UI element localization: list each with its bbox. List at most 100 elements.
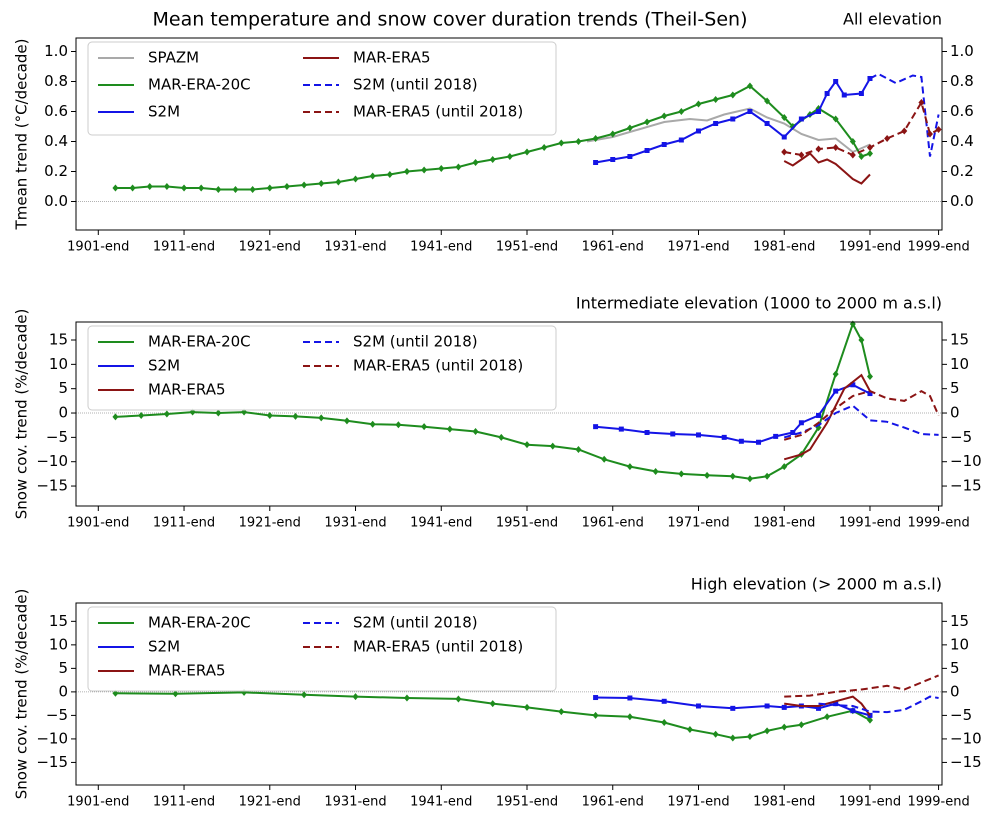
data-point	[163, 410, 170, 418]
data-point	[172, 690, 179, 698]
panel-title: Intermediate elevation (1000 to 2000 m a…	[576, 294, 942, 313]
legend-label: S2M	[148, 103, 180, 121]
data-point	[198, 184, 205, 192]
data-point	[601, 455, 608, 463]
data-point	[146, 183, 153, 190]
data-point	[695, 100, 702, 108]
data-point	[704, 471, 711, 479]
x-tick-label: 1911-end	[153, 516, 215, 531]
data-point	[627, 695, 633, 701]
data-point	[181, 184, 188, 192]
data-point	[729, 472, 736, 480]
x-tick-label: 1941-end	[410, 240, 472, 255]
data-point	[781, 704, 787, 710]
y-tick-label: 0.6	[44, 102, 68, 120]
data-point	[918, 99, 925, 106]
x-tick-label: 1921-end	[239, 516, 301, 531]
data-point	[369, 420, 376, 428]
panel-title: All elevation	[843, 10, 942, 29]
y-axis-label: Snow cov. trend (%/decade)	[13, 589, 31, 800]
data-point	[644, 148, 650, 153]
y-tick-label: 15	[49, 612, 68, 630]
data-point	[747, 109, 753, 114]
data-point	[163, 183, 170, 190]
y-tick-label-right: 0.2	[950, 162, 974, 180]
data-point	[318, 180, 325, 187]
y-tick-label-right: 15	[950, 331, 969, 349]
x-tick-label: 1999-end	[907, 516, 969, 531]
data-point	[781, 114, 788, 121]
y-tick-label-right: −15	[950, 753, 982, 771]
y-tick-label-right: 0	[950, 682, 960, 700]
y-tick-label-right: −10	[950, 452, 982, 470]
x-tick-label: 1951-end	[496, 516, 558, 531]
legend-label: MAR-ERA5	[353, 49, 431, 67]
data-point	[926, 130, 933, 138]
series-line	[586, 107, 871, 154]
x-tick-label: 1971-end	[667, 240, 729, 255]
y-tick-label-right: 0.0	[950, 192, 974, 210]
data-point	[626, 713, 633, 721]
data-point	[730, 116, 736, 122]
data-point	[558, 139, 565, 147]
y-tick-label: −5	[46, 428, 68, 446]
data-point	[935, 126, 942, 133]
legend-label: MAR-ERA5 (until 2018)	[353, 103, 523, 121]
data-point	[841, 92, 847, 98]
x-tick-label: 1971-end	[667, 795, 729, 810]
data-point	[712, 730, 719, 738]
data-point	[644, 429, 650, 435]
plot-area	[112, 674, 939, 742]
y-tick-label-right: 0.6	[950, 102, 974, 120]
data-point	[833, 79, 839, 84]
legend-label: S2M	[148, 357, 180, 375]
data-point	[438, 165, 445, 172]
y-tick-label-right: −10	[950, 729, 982, 747]
data-point	[884, 135, 891, 142]
legend-label: S2M (until 2018)	[353, 333, 478, 351]
data-point	[746, 82, 753, 90]
series-line	[784, 99, 940, 157]
y-tick-label-right: −5	[950, 706, 972, 724]
data-point	[301, 181, 308, 189]
data-point	[386, 171, 393, 178]
data-point	[472, 159, 479, 166]
data-point	[781, 134, 787, 140]
x-tick-label: 1971-end	[667, 516, 729, 531]
data-point	[678, 137, 684, 143]
data-point	[498, 433, 505, 441]
data-point	[592, 135, 599, 142]
data-point	[215, 186, 222, 193]
data-point	[849, 151, 856, 159]
data-point	[670, 431, 676, 437]
series-line	[869, 72, 940, 157]
x-tick-label: 1931-end	[324, 795, 386, 810]
data-point	[832, 370, 839, 378]
y-axis-label: Tmean trend (°C/decade)	[13, 39, 31, 231]
data-point	[833, 388, 839, 394]
data-point	[593, 424, 599, 430]
data-point	[849, 138, 856, 145]
x-tick-label: 1999-end	[907, 795, 969, 810]
series-line	[783, 389, 940, 441]
data-point	[421, 423, 428, 431]
data-point	[764, 97, 771, 105]
data-point	[593, 160, 599, 165]
legend-label: MAR-ERA-20C	[148, 76, 251, 94]
x-tick-label: 1941-end	[410, 795, 472, 810]
legend-box	[87, 606, 557, 692]
y-tick-label: 5	[58, 659, 68, 677]
legend-label: MAR-ERA5 (until 2018)	[353, 638, 523, 656]
data-point	[455, 163, 462, 171]
data-point	[626, 124, 633, 132]
data-point	[738, 438, 744, 444]
data-point	[764, 121, 770, 126]
x-tick-label: 1991-end	[839, 516, 901, 531]
series-line	[784, 695, 871, 716]
y-tick-label: 10	[49, 635, 68, 653]
axes-frame	[75, 37, 943, 231]
data-point	[764, 727, 771, 735]
y-tick-label-right: −15	[950, 477, 982, 495]
data-point	[403, 694, 410, 702]
